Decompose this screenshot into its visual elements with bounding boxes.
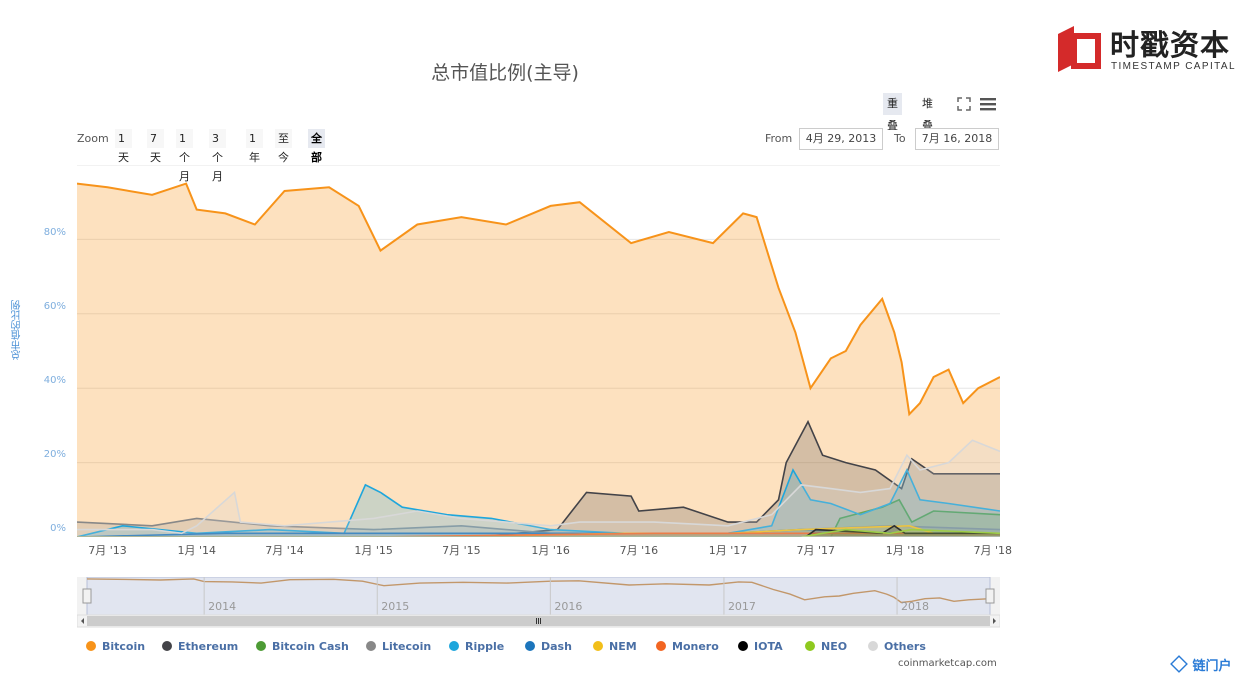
brand-name: 时戳资本 bbox=[1110, 28, 1231, 62]
legend-dot bbox=[805, 641, 815, 651]
legend-dot bbox=[366, 641, 376, 651]
from-date-input[interactable]: 4月 29, 2013 bbox=[799, 128, 883, 150]
zoom-ytd-button[interactable]: 至今 bbox=[275, 129, 292, 164]
hamburger-icon[interactable] bbox=[980, 97, 997, 111]
zoom-label: Zoom bbox=[77, 132, 109, 145]
legend-item-litecoin[interactable]: Litecoin bbox=[366, 640, 431, 653]
x-tick-label: 7月 '17 bbox=[796, 544, 836, 557]
from-label: From bbox=[765, 132, 793, 145]
x-tick-label: 7月 '13 bbox=[88, 544, 127, 557]
zoom-1d-button[interactable]: 1天 bbox=[115, 129, 132, 164]
series-line-others[interactable] bbox=[77, 439, 1000, 535]
x-tick-label: 1月 '18 bbox=[885, 544, 925, 557]
overlap-button[interactable]: 重叠 bbox=[883, 93, 902, 132]
x-tick-label: 1月 '16 bbox=[531, 544, 570, 557]
y-tick-80: 80% bbox=[43, 227, 66, 238]
legend-item-ripple[interactable]: Ripple bbox=[449, 640, 504, 653]
zoom-1m-button[interactable]: 1个月 bbox=[176, 129, 193, 183]
zoom-3m-button[interactable]: 3个月 bbox=[209, 129, 226, 183]
x-tick-label: 1月 '17 bbox=[708, 544, 748, 557]
navigator-left-handle[interactable] bbox=[82, 588, 92, 604]
legend-item-neo[interactable]: NEO bbox=[805, 640, 847, 653]
zoom-1y-button[interactable]: 1年 bbox=[246, 129, 263, 164]
x-tick-label: 7月 '15 bbox=[442, 544, 481, 557]
fullscreen-icon[interactable] bbox=[957, 97, 971, 111]
navigator-year-label: 2018 bbox=[901, 600, 929, 613]
series-line-ethereum[interactable] bbox=[77, 419, 1000, 537]
x-tick-label: 1月 '15 bbox=[354, 544, 393, 557]
legend-dot bbox=[525, 641, 535, 651]
series-line-bitcoin[interactable] bbox=[77, 182, 1000, 417]
series-area-nem bbox=[77, 525, 1000, 537]
scroll-left-arrow-icon[interactable] bbox=[81, 618, 84, 624]
brand-subtitle: TIMESTAMP CAPITAL bbox=[1111, 61, 1236, 72]
legend-dot bbox=[162, 641, 172, 651]
legend-dot bbox=[738, 641, 748, 651]
y-tick-0: 0% bbox=[50, 523, 66, 534]
legend-item-ethereum[interactable]: Ethereum bbox=[162, 640, 238, 653]
legend-item-nem[interactable]: NEM bbox=[593, 640, 637, 653]
legend-item-monero[interactable]: Monero bbox=[656, 640, 719, 653]
brand-mark-icon bbox=[1058, 26, 1101, 72]
scroll-right-arrow-icon[interactable] bbox=[993, 618, 996, 624]
y-tick-20: 20% bbox=[43, 449, 66, 460]
series-line-neo[interactable] bbox=[77, 528, 1000, 537]
chart-title: 总市值比例(主导) bbox=[431, 62, 579, 84]
credit-link[interactable]: coinmarketcap.com bbox=[898, 658, 997, 669]
series-area-iota bbox=[77, 525, 1000, 537]
x-tick-label: 1月 '14 bbox=[177, 544, 216, 557]
x-tick-label: 7月 '14 bbox=[265, 544, 304, 557]
x-tick-label: 7月 '18 bbox=[973, 544, 1012, 557]
navigator[interactable]: 2014 2015 2016 2017 2018 bbox=[77, 577, 1000, 629]
corner-logo-mark-icon bbox=[1170, 655, 1188, 673]
navigator-year-label: 2015 bbox=[381, 600, 409, 613]
legend-dot bbox=[593, 641, 603, 651]
to-label: To bbox=[894, 132, 906, 145]
legend-dot bbox=[656, 641, 666, 651]
navigator-right-handle[interactable] bbox=[985, 588, 995, 604]
navigator-year-label: 2017 bbox=[728, 600, 756, 613]
stack-button[interactable]: 堆叠 bbox=[922, 97, 933, 132]
y-tick-40: 40% bbox=[43, 375, 66, 386]
legend-dot bbox=[86, 641, 96, 651]
plot-area bbox=[77, 165, 1000, 537]
legend-dot bbox=[256, 641, 266, 651]
corner-logo-text: 链门户 bbox=[1192, 659, 1232, 674]
series-area-litecoin bbox=[77, 518, 1000, 537]
y-tick-60: 60% bbox=[43, 301, 66, 312]
legend-item-others[interactable]: Others bbox=[868, 640, 926, 653]
navigator-series-line bbox=[86, 578, 991, 604]
legend-item-iota[interactable]: IOTA bbox=[738, 640, 783, 653]
series-area-bitcoin bbox=[77, 183, 1000, 537]
legend-item-dash[interactable]: Dash bbox=[525, 640, 572, 653]
legend-dot bbox=[449, 641, 459, 651]
y-axis-title: 总市值的比例 bbox=[12, 300, 23, 360]
brand-logo: 时戳资本 TIMESTAMP CAPITAL bbox=[1054, 24, 1254, 76]
legend-item-bitcoin-cash[interactable]: Bitcoin Cash bbox=[256, 640, 349, 653]
navigator-year-label: 2014 bbox=[208, 600, 236, 613]
legend-item-bitcoin[interactable]: Bitcoin bbox=[86, 640, 145, 653]
navigator-year-label: 2016 bbox=[554, 600, 582, 613]
zoom-7d-button[interactable]: 7天 bbox=[147, 129, 164, 164]
corner-logo: 链门户 bbox=[1170, 655, 1232, 674]
legend-dot bbox=[868, 641, 878, 651]
x-tick-label: 7月 '16 bbox=[619, 544, 659, 557]
zoom-all-button[interactable]: 全部 bbox=[308, 129, 325, 164]
to-date-input[interactable]: 7月 16, 2018 bbox=[915, 128, 999, 150]
series-area-others bbox=[77, 440, 1000, 537]
